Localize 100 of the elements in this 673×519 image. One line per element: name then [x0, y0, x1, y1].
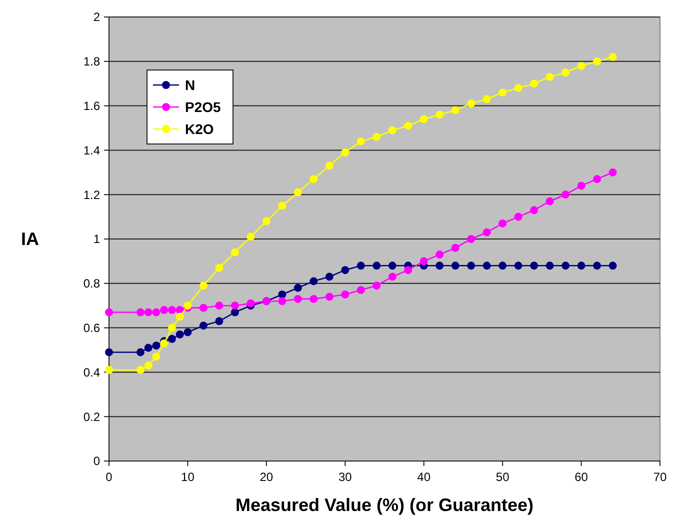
point — [436, 110, 444, 119]
y-tick-label: 0 — [93, 454, 100, 468]
point — [325, 272, 334, 281]
point — [608, 168, 617, 176]
point — [451, 262, 460, 270]
point — [530, 80, 538, 88]
point — [341, 266, 350, 274]
point — [467, 100, 476, 108]
point — [136, 308, 144, 316]
y-tick-label: 0.4 — [83, 365, 100, 380]
point — [152, 352, 160, 361]
point — [404, 122, 412, 130]
point — [310, 175, 318, 184]
point — [514, 212, 522, 221]
x-tick-label: 0 — [106, 470, 113, 484]
point — [498, 88, 507, 96]
point — [372, 132, 381, 141]
y-tick-label: 1.8 — [83, 54, 100, 69]
point — [262, 217, 270, 226]
point — [593, 262, 602, 270]
point — [482, 228, 491, 236]
point — [546, 72, 554, 81]
point — [199, 304, 208, 312]
point — [608, 52, 617, 61]
point — [199, 282, 208, 290]
point — [278, 290, 286, 298]
y-tick-label: 1.2 — [83, 188, 100, 202]
point — [467, 262, 476, 270]
point — [420, 257, 428, 266]
point — [420, 115, 428, 124]
point — [105, 348, 113, 356]
point — [176, 330, 184, 338]
point — [577, 182, 586, 190]
point — [514, 262, 522, 270]
point — [144, 344, 152, 352]
point — [608, 262, 617, 270]
point — [294, 284, 302, 292]
legend-label: P2O5 — [185, 98, 222, 115]
point — [356, 137, 365, 146]
point — [356, 286, 365, 294]
point — [498, 219, 507, 228]
point — [467, 235, 476, 243]
point — [388, 272, 396, 281]
point — [482, 95, 491, 104]
point — [310, 294, 318, 303]
point — [230, 302, 239, 310]
y-tick-label: 1.6 — [83, 99, 100, 113]
point — [246, 232, 255, 241]
x-tick-label: 30 — [338, 470, 352, 484]
point — [436, 262, 444, 270]
point — [215, 264, 224, 272]
point — [230, 248, 239, 256]
point — [325, 162, 334, 170]
point — [388, 126, 396, 134]
x-axis-title: Measured Value (%) (or Guarantee) — [235, 495, 534, 515]
x-tick-label: 60 — [574, 470, 588, 484]
point — [372, 282, 381, 290]
point — [546, 262, 554, 270]
point — [341, 148, 350, 156]
point — [388, 262, 396, 270]
point — [546, 197, 554, 206]
point — [356, 262, 365, 270]
point — [215, 317, 224, 326]
point — [136, 366, 144, 374]
point — [230, 308, 239, 316]
point — [530, 206, 538, 214]
point — [278, 297, 286, 306]
point — [176, 312, 184, 321]
point — [278, 202, 286, 210]
x-tick-label: 40 — [417, 470, 431, 484]
x-tick-label: 10 — [181, 470, 195, 484]
point — [593, 175, 602, 184]
point — [436, 250, 444, 259]
point — [144, 362, 152, 370]
point — [294, 188, 302, 196]
point — [152, 342, 160, 350]
x-tick-label: 50 — [496, 470, 510, 484]
point — [562, 68, 570, 76]
point — [246, 299, 255, 308]
point — [372, 262, 381, 270]
point — [530, 262, 538, 270]
point — [294, 294, 302, 303]
point — [184, 328, 192, 336]
point — [144, 308, 152, 316]
point — [498, 262, 507, 270]
point — [215, 302, 224, 310]
legend-label: N — [185, 76, 196, 93]
legend-label: K2O — [185, 120, 214, 137]
point — [404, 266, 412, 274]
y-tick-label: 0.6 — [83, 321, 100, 335]
y-axis-title: IA — [21, 229, 39, 249]
y-tick-label: 1 — [93, 232, 100, 246]
point — [160, 306, 168, 314]
point — [168, 324, 176, 332]
point — [577, 62, 586, 70]
x-tick-label: 70 — [653, 470, 667, 484]
point — [562, 190, 570, 199]
point — [593, 57, 602, 66]
point — [168, 334, 176, 343]
point — [514, 84, 522, 92]
